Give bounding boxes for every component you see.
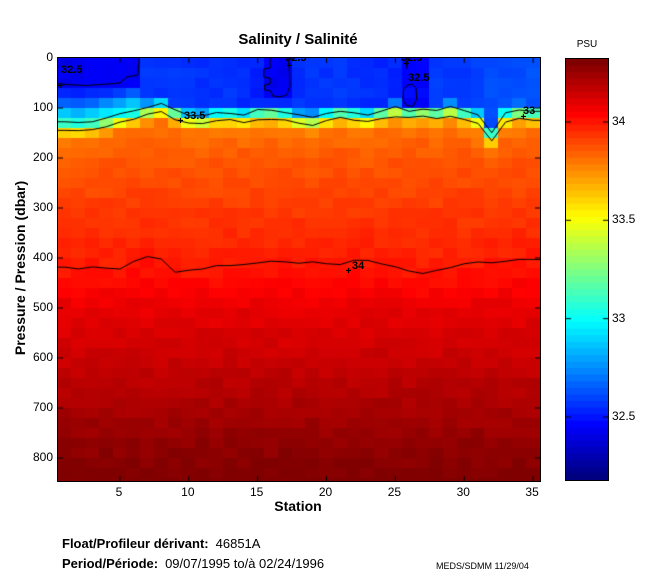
period-value: 09/07/1995 to/à 02/24/1996 (165, 556, 325, 571)
y-tick-label: 700 (32, 400, 53, 414)
float-label: Float/Profileur dérivant: (62, 536, 209, 551)
colorbar (565, 58, 609, 481)
contour-label-marker: + (520, 112, 527, 123)
y-tick-label: 800 (32, 450, 53, 464)
contour-label: 32.5 (61, 64, 83, 76)
y-tick-label: 200 (32, 150, 53, 164)
contour-label: 33 (523, 105, 536, 117)
colorbar-unit-label: PSU (576, 39, 598, 50)
x-axis-label: Station (274, 498, 322, 514)
colorbar-tick-label: 34 (612, 113, 626, 128)
colorbar-tick-label: 32.5 (612, 409, 636, 424)
plot-title: Salinity / Salinité (238, 31, 358, 48)
y-tick-label: 600 (32, 350, 53, 364)
x-tick-label: 35 (525, 485, 539, 499)
x-tick-label: 25 (387, 485, 402, 499)
contour-label-marker: + (286, 61, 293, 72)
period-label: Period/Période: (62, 556, 159, 571)
contour-label-marker: + (345, 266, 352, 277)
x-tick-label: 5 (115, 485, 123, 499)
contour-label-marker: + (403, 59, 410, 70)
contour-label: 32.5 (408, 72, 430, 84)
x-tick-label: 30 (456, 485, 470, 499)
x-tick-label: 20 (318, 485, 333, 499)
contour-label-marker: + (177, 116, 184, 127)
contour-label: 32.5 (285, 57, 307, 64)
footer-period-line: Period/Période: 09/07/1995 to/à 02/24/199… (62, 556, 324, 571)
plot-area: 32.5 32.5 32.5 32.5 33.5 33 34 + + + + + + (57, 57, 541, 482)
footer-float-line: Float/Profileur dérivant: 46851A (62, 536, 260, 551)
y-tick-label: 300 (32, 200, 53, 214)
contour-label: 32.5 (400, 57, 423, 64)
contour-label: 34 (352, 260, 365, 272)
colorbar-tick-label: 33 (612, 310, 626, 325)
contour-label-marker: + (57, 81, 63, 92)
contour-label: 33.5 (184, 110, 206, 122)
y-tick-label: 400 (32, 250, 53, 264)
x-tick-label: 10 (181, 485, 195, 499)
colorbar-tick-label: 33.5 (612, 212, 636, 227)
float-value: 46851A (215, 536, 261, 551)
salinity-heatmap-canvas (58, 58, 540, 481)
credit-text: MEDS/SDMM 11/29/04 (436, 561, 529, 571)
y-tick-label: 500 (32, 300, 53, 314)
x-tick-label: 15 (249, 485, 264, 499)
colorbar-canvas (566, 59, 608, 480)
y-tick-label: 0 (46, 50, 53, 64)
y-tick-label: 100 (32, 100, 53, 114)
